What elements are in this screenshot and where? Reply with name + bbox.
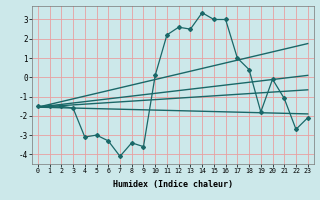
X-axis label: Humidex (Indice chaleur): Humidex (Indice chaleur) [113, 180, 233, 189]
